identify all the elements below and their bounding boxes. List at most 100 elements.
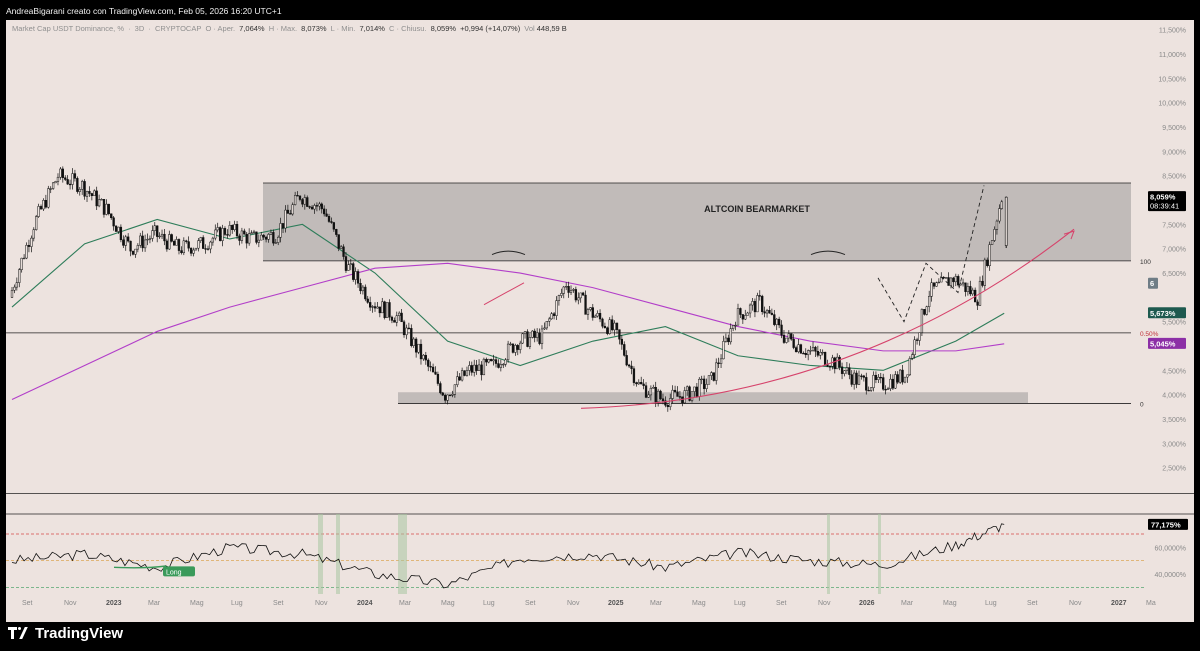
time-tick-label: Lug <box>231 600 243 607</box>
candle-body <box>114 225 118 232</box>
candle-body <box>487 359 490 363</box>
candle-body <box>826 364 829 367</box>
candle-body <box>918 332 921 341</box>
candle-body <box>872 374 875 389</box>
candle-body <box>792 338 795 348</box>
time-tick-label: Lug <box>985 600 997 607</box>
chart-svg[interactable]: ALTCOIN BEARMARKET 100 0.50% 0 11,500% 11,00… <box>6 20 1194 622</box>
exchange: CRYPTOCAP <box>154 24 202 33</box>
candle-body <box>264 236 268 240</box>
candle-body <box>775 318 778 325</box>
vol-value: 448,59 B <box>536 24 567 33</box>
candle-body <box>73 173 77 179</box>
candle-body <box>68 183 72 186</box>
candle-body <box>189 247 193 254</box>
time-tick-label: 2023 <box>106 600 122 607</box>
candle-body <box>492 359 495 362</box>
price-tag-bg <box>1148 337 1186 349</box>
candle-body <box>371 306 374 308</box>
candle-body <box>862 375 865 378</box>
candle-body <box>228 225 231 236</box>
candle-body <box>545 320 548 329</box>
candle-body <box>814 346 817 352</box>
candle-body <box>790 333 793 340</box>
signal-band <box>827 514 830 594</box>
candle-body <box>911 354 914 359</box>
candle-body <box>753 301 757 313</box>
brand-footer[interactable]: TradingView <box>8 622 123 644</box>
zone-rect <box>263 183 1131 261</box>
candle-body <box>388 302 391 318</box>
candle-body <box>562 286 565 294</box>
candle-body <box>95 190 98 207</box>
candle-body <box>129 240 132 252</box>
candle-body <box>407 327 411 330</box>
candle-body <box>915 339 919 341</box>
candle-body <box>785 337 788 343</box>
candle-body <box>879 376 882 379</box>
candle-body <box>15 282 18 288</box>
candle-body <box>736 308 740 326</box>
candle-body <box>850 374 853 385</box>
candle-body <box>235 224 239 237</box>
candle-body <box>688 386 691 401</box>
last-candle-body <box>1004 196 1008 246</box>
candle-body <box>369 302 372 308</box>
candle-body <box>823 351 827 366</box>
candle-body <box>468 365 471 371</box>
time-tick-label: Mag <box>441 600 455 607</box>
candle-body <box>262 234 265 238</box>
candle-body <box>966 286 970 292</box>
candle-body <box>417 343 420 353</box>
candle-body <box>821 351 824 354</box>
open-value: 7,064% <box>239 24 265 33</box>
candle-body <box>695 386 699 397</box>
price-tag-bg <box>1148 307 1186 319</box>
candle-body <box>550 313 553 320</box>
candle-body <box>748 304 752 314</box>
candle-body <box>734 324 737 327</box>
price-tick-label: 7,500% <box>1162 222 1186 229</box>
price-tick-label: 6,500% <box>1162 271 1186 278</box>
candle-body <box>356 271 360 284</box>
candle-body <box>705 383 708 389</box>
candle-body <box>981 280 984 286</box>
candle-body <box>729 328 732 343</box>
ma-green-line <box>11 218 1005 371</box>
candle-body <box>27 244 31 247</box>
high-label: H · Max. <box>268 24 298 33</box>
candle-body <box>874 374 878 380</box>
candle-body <box>168 234 171 250</box>
osc-tick-label: 60,0000% <box>1154 545 1186 552</box>
candle-body <box>465 370 469 376</box>
candle-body <box>187 241 190 249</box>
candle-body <box>395 315 398 323</box>
candle-body <box>993 229 996 241</box>
candle-body <box>383 301 386 318</box>
time-tick-label: 2025 <box>608 600 624 607</box>
candle-body <box>323 208 326 215</box>
snapshot-caption: AndreaBigarani creato con TradingView.co… <box>6 6 282 16</box>
candle-body <box>337 234 340 249</box>
osc-tick-label: 40,0000% <box>1154 572 1186 579</box>
candle-body <box>673 389 677 393</box>
candle-body <box>877 376 880 380</box>
candle-body <box>490 359 493 362</box>
candle-body <box>840 366 844 374</box>
candle-body <box>833 357 836 370</box>
candle-body <box>436 373 440 384</box>
candle-body <box>37 206 40 217</box>
zones-layer: ALTCOIN BEARMARKET 100 0.50% 0 <box>6 182 1159 408</box>
candle-body <box>313 205 316 210</box>
candle-body <box>552 313 556 316</box>
interval: 3D <box>134 24 145 33</box>
low-value: 7,014% <box>359 24 385 33</box>
candle-body <box>286 209 290 214</box>
candle-body <box>710 372 713 376</box>
candle-body <box>896 374 899 383</box>
signal-band <box>878 514 881 594</box>
candle-body <box>886 388 890 390</box>
candle-body <box>809 350 812 352</box>
candle-body <box>925 306 928 315</box>
price-tick-label: 4,500% <box>1162 368 1186 375</box>
